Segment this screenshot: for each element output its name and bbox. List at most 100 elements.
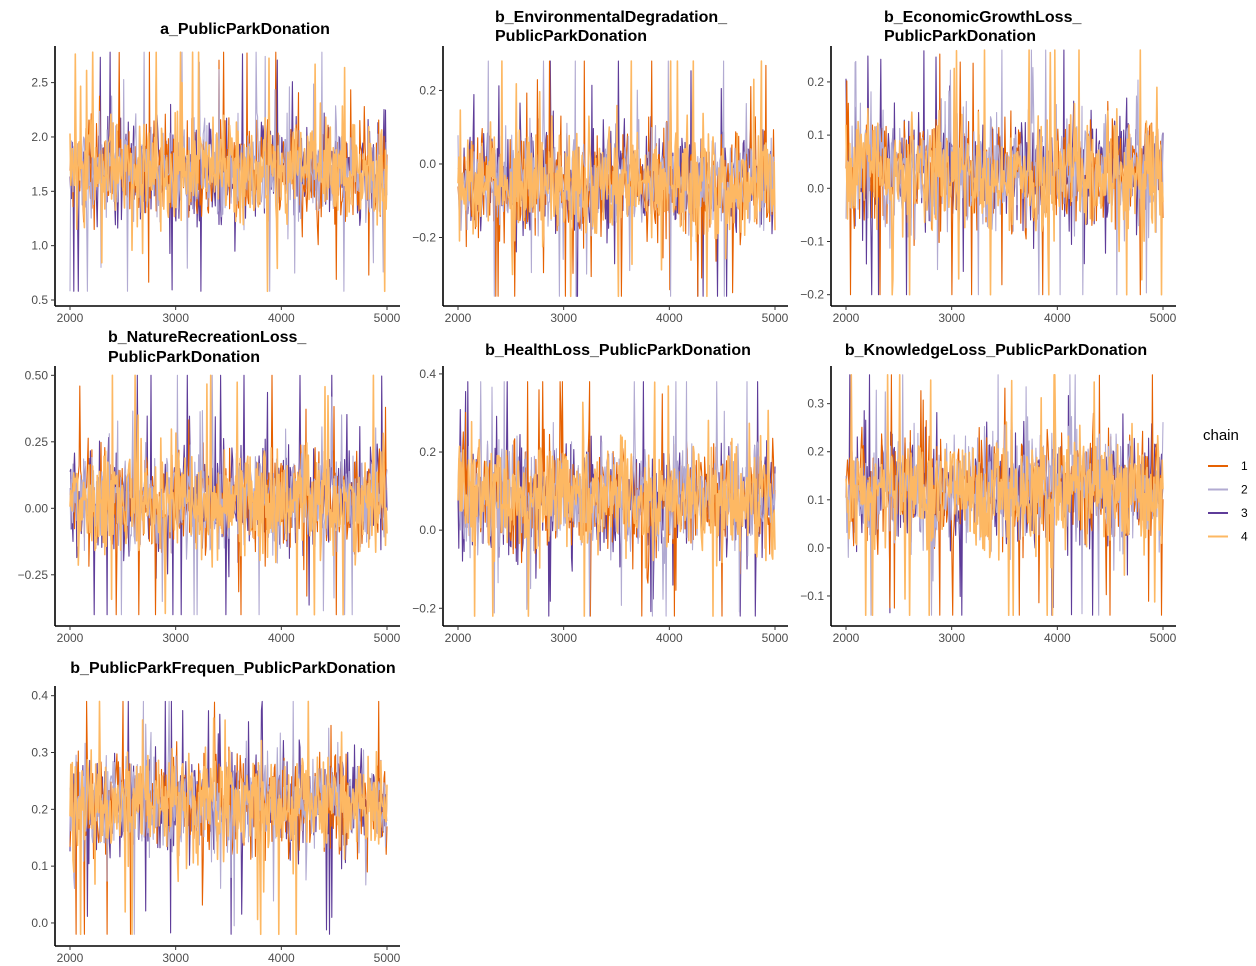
y-tick-label: 0.0 [419, 157, 436, 171]
x-tick-label: 3000 [938, 311, 965, 325]
x-tick-label: 5000 [762, 631, 789, 645]
x-tick-label: 5000 [1150, 631, 1177, 645]
x-tick-label: 3000 [162, 311, 189, 325]
y-tick-label: 0.3 [31, 746, 48, 760]
panel-title-line: b_KnowledgeLoss_PublicParkDonation [845, 342, 1147, 359]
trace-panel-4: b_NatureRecreationLoss_ PublicParkDonatio… [18, 329, 401, 645]
panel-title-line: PublicParkDonation [495, 28, 647, 45]
y-tick-label: −0.2 [800, 288, 824, 302]
legend-label-chain-4: 4 [1241, 530, 1248, 544]
chain-1-trace [845, 374, 1164, 616]
y-tick-label: 0.0 [807, 541, 824, 555]
x-tick-label: 3000 [162, 631, 189, 645]
chain-4-trace [69, 700, 388, 936]
traces-group [457, 381, 776, 617]
chain-4-trace [457, 381, 776, 617]
x-tick-label: 4000 [268, 951, 295, 965]
y-tick-label: −0.25 [18, 568, 49, 582]
panel-title-line: PublicParkDonation [108, 349, 260, 366]
y-tick-label: 0.50 [25, 368, 49, 382]
panel-title-line: b_NatureRecreationLoss_ [108, 329, 307, 346]
y-tick-label: 0.1 [31, 859, 48, 873]
x-tick-label: 3000 [938, 631, 965, 645]
x-tick-label: 2000 [57, 951, 84, 965]
y-tick-label: 0.2 [419, 445, 436, 459]
panel-title-line: b_EconomicGrowthLoss_ [884, 9, 1082, 26]
x-tick-label: 3000 [550, 631, 577, 645]
trace-panel-6: b_KnowledgeLoss_PublicParkDonation −0.1 0.… [800, 342, 1176, 645]
y-tick-label: 0.2 [419, 83, 436, 97]
panel-title-line: b_PublicParkFrequen_PublicParkDonation [70, 660, 395, 677]
x-tick-label: 4000 [656, 631, 683, 645]
x-tick-label: 4000 [656, 311, 683, 325]
trace-panel-7: b_PublicParkFrequen_PublicParkDonation 0.… [31, 660, 400, 965]
x-tick-label: 4000 [268, 311, 295, 325]
panel-title-line: b_HealthLoss_PublicParkDonation [485, 342, 751, 359]
y-tick-label: 2.0 [31, 130, 48, 144]
x-tick-label: 2000 [833, 631, 860, 645]
chain-4-trace [69, 51, 388, 293]
x-tick-label: 2000 [57, 311, 84, 325]
traces-group [69, 374, 388, 616]
chain-4-trace [845, 49, 1164, 296]
x-tick-label: 4000 [1044, 631, 1071, 645]
y-tick-label: −0.2 [412, 231, 436, 245]
panel-title-line: PublicParkDonation [884, 28, 1036, 45]
y-tick-label: 0.4 [419, 367, 436, 381]
panel-title-line: b_EnvironmentalDegradation_ [495, 9, 728, 26]
y-tick-label: 0.3 [807, 397, 824, 411]
chain-4-trace [845, 374, 1164, 616]
traces-group [69, 51, 388, 293]
chain-4-trace [457, 60, 776, 298]
y-tick-label: 0.0 [419, 523, 436, 537]
y-tick-label: 1.0 [31, 239, 48, 253]
y-tick-label: −0.1 [800, 589, 824, 603]
x-tick-label: 3000 [162, 951, 189, 965]
y-tick-label: 0.0 [31, 916, 48, 930]
y-tick-label: 0.5 [31, 293, 48, 307]
trace-panel-1: a_PublicParkDonation 0.5 1.0 1.5 2.0 2.5 2000 3… [31, 21, 400, 325]
y-tick-label: 0.4 [31, 689, 48, 703]
traces-group [457, 60, 776, 298]
y-tick-label: −0.2 [412, 601, 436, 615]
x-tick-label: 5000 [374, 311, 401, 325]
legend-label-chain-1: 1 [1241, 459, 1248, 473]
y-tick-label: 0.00 [25, 501, 49, 515]
legend-title: chain [1203, 427, 1239, 444]
chain-1-trace [457, 381, 776, 617]
x-tick-label: 2000 [57, 631, 84, 645]
x-tick-label: 5000 [1150, 311, 1177, 325]
y-tick-label: 0.1 [807, 128, 824, 142]
traces-group [69, 700, 388, 936]
traces-group [845, 49, 1164, 296]
y-tick-label: 0.2 [807, 445, 824, 459]
panel-title-line: a_PublicParkDonation [160, 21, 330, 38]
y-tick-label: 0.2 [31, 802, 48, 816]
y-tick-label: 2.5 [31, 76, 48, 90]
legend-label-chain-3: 3 [1241, 506, 1248, 520]
panels-group: a_PublicParkDonation 0.5 1.0 1.5 2.0 2.5 2000 3… [18, 9, 1177, 965]
y-tick-label: 1.5 [31, 184, 48, 198]
y-tick-label: 0.2 [807, 75, 824, 89]
y-tick-label: 0.1 [807, 493, 824, 507]
trace-panel-3: b_EconomicGrowthLoss_ PublicParkDonation −… [800, 9, 1176, 325]
y-tick-label: −0.1 [800, 234, 824, 248]
x-tick-label: 2000 [833, 311, 860, 325]
trace-panel-5: b_HealthLoss_PublicParkDonation −0.2 0.0 0.… [412, 342, 788, 645]
x-tick-label: 2000 [445, 631, 472, 645]
trace-panel-2: b_EnvironmentalDegradation_ PublicParkDon… [412, 9, 788, 325]
x-tick-label: 3000 [550, 311, 577, 325]
legend: chain 1 2 3 4 [1203, 427, 1248, 544]
x-tick-label: 4000 [1044, 311, 1071, 325]
traces-group [845, 374, 1164, 616]
x-tick-label: 4000 [268, 631, 295, 645]
x-tick-label: 5000 [762, 311, 789, 325]
x-tick-label: 5000 [374, 631, 401, 645]
chain-4-trace [69, 374, 388, 616]
y-tick-label: 0.25 [25, 435, 49, 449]
x-tick-label: 5000 [374, 951, 401, 965]
x-tick-label: 2000 [445, 311, 472, 325]
legend-label-chain-2: 2 [1241, 483, 1248, 497]
y-tick-label: 0.0 [807, 181, 824, 195]
